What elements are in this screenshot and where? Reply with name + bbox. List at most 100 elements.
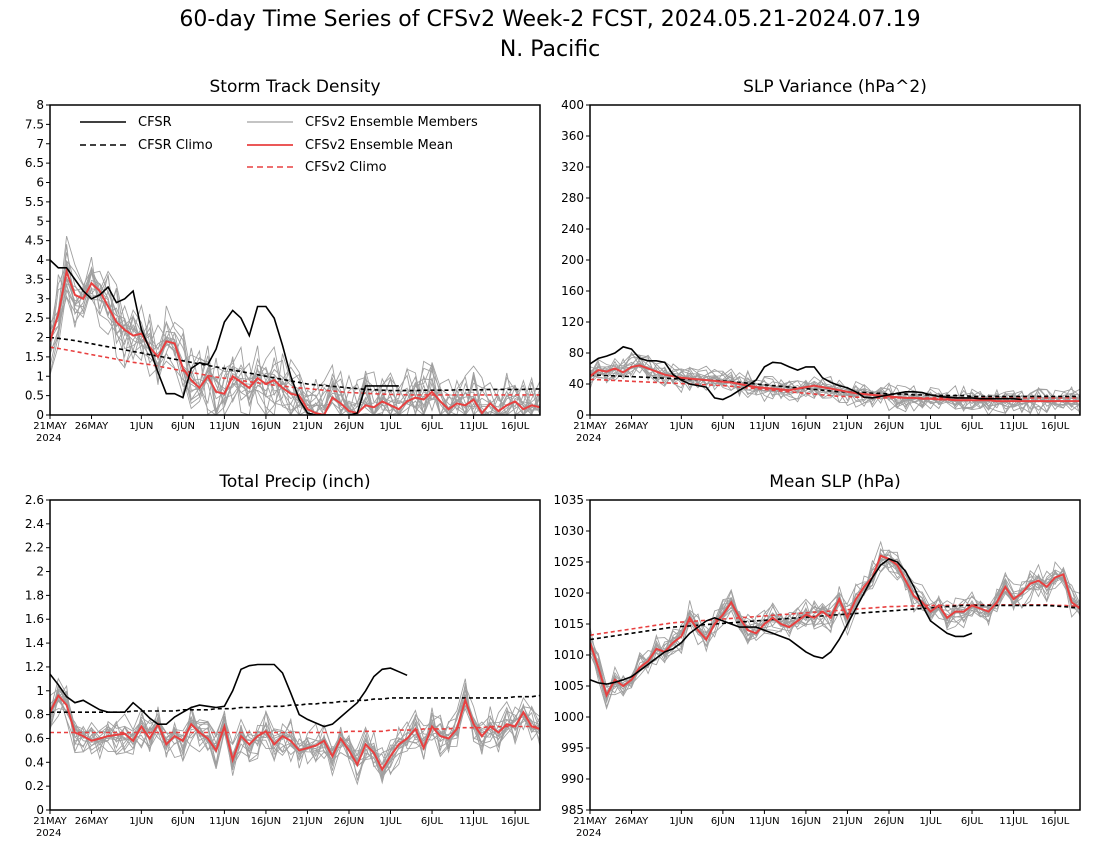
- y-tick-label: 2.4: [25, 517, 44, 531]
- y-tick-label: 1015: [553, 617, 584, 631]
- ensemble-member-line: [50, 270, 540, 415]
- chart-panel: Mean SLP (hPa) 985 990 995 1000 1005 1010 1015 1…: [553, 472, 1081, 839]
- cfsr-line: [590, 345, 1022, 401]
- x-tick-label: 6JUL: [961, 421, 984, 432]
- y-tick-label: 1.6: [25, 612, 44, 626]
- y-tick-label: 0.5: [25, 389, 44, 403]
- x-tick-label: 1JUL: [919, 816, 942, 827]
- chart-panel: SLP Variance (hPa^2) 0 40 80 120 160 200 240 280…: [561, 77, 1081, 444]
- chart-panel: Storm Track Density 0 0.5 1 1.5 2 2.5 3 3.5 4 4.5 5…: [25, 77, 541, 444]
- plot-area: [50, 235, 540, 415]
- y-tick-label: 0.6: [25, 731, 44, 745]
- chart-panel: Total Precip (inch) 0 0.2 0.4 0.6 0.8 1 1.2 1.4 1…: [25, 472, 541, 839]
- cfsr-line: [50, 259, 399, 415]
- y-tick-label: 240: [561, 222, 584, 236]
- x-tick-label: 16JUN: [251, 816, 281, 827]
- x-tick-label: 11JUN: [209, 421, 239, 432]
- y-tick-label: 990: [561, 772, 584, 786]
- x-tick-label: 11JUN: [749, 816, 779, 827]
- x-tick-label: 1JUN: [129, 816, 153, 827]
- ensemble-member-line: [50, 684, 540, 778]
- ensemble-member-line: [590, 363, 1080, 410]
- x-tick-label: 21JUN: [292, 816, 322, 827]
- x-tick-label: 16JUN: [251, 421, 281, 432]
- ensemble-mean-line: [50, 267, 540, 415]
- x-tick-label: 6JUN: [171, 421, 195, 432]
- ensemble-mean-line: [50, 693, 540, 772]
- y-tick-label: 1: [36, 684, 44, 698]
- y-tick-label: 995: [561, 741, 584, 755]
- x-tick-label: 21MAY: [573, 816, 607, 827]
- ensemble-member-line: [590, 549, 1080, 701]
- chart-title: SLP Variance (hPa^2): [743, 77, 927, 97]
- y-tick-label: 280: [561, 191, 584, 205]
- legend: CFSR CFSR Climo CFSv2 Ensemble Members CFSv…: [80, 115, 478, 175]
- x-tick-label: 6JUN: [711, 421, 735, 432]
- cfsr-line: [590, 557, 973, 685]
- x-tick-label: 26MAY: [75, 816, 109, 827]
- x-tick-label: 1JUL: [379, 816, 402, 827]
- x-year-label: 2024: [36, 433, 61, 444]
- figure-subtitle: N. Pacific: [500, 37, 600, 62]
- legend-cfsv2-climo-label: CFSv2 Climo: [305, 160, 387, 175]
- x-tick-label: 6JUL: [421, 421, 444, 432]
- ensemble-member-line: [50, 252, 540, 415]
- x-tick-label: 11JUL: [999, 421, 1028, 432]
- y-tick-label: 0: [36, 408, 44, 422]
- x-tick-label: 6JUN: [171, 816, 195, 827]
- plot-area: [590, 540, 1080, 711]
- ensemble-member-line: [50, 263, 540, 415]
- x-tick-label: 16JUL: [501, 816, 530, 827]
- y-tick-label: 1000: [553, 710, 584, 724]
- x-tick-label: 1JUN: [669, 421, 693, 432]
- ensemble-member-line: [590, 558, 1080, 696]
- legend-cfsr-label: CFSR: [138, 115, 172, 130]
- cfsv2-climo-line: [50, 725, 540, 734]
- y-tick-label: 3.5: [25, 272, 44, 286]
- chart-title: Mean SLP (hPa): [769, 472, 901, 492]
- x-tick-label: 26MAY: [615, 816, 649, 827]
- y-tick-label: 5.5: [25, 195, 44, 209]
- y-tick-label: 200: [561, 253, 584, 267]
- x-tick-label: 16JUL: [1041, 816, 1070, 827]
- x-tick-label: 16JUL: [501, 421, 530, 432]
- ensemble-member-line: [590, 558, 1080, 688]
- x-tick-label: 26MAY: [615, 421, 649, 432]
- x-tick-label: 11JUN: [209, 816, 239, 827]
- y-tick-label: 1020: [553, 586, 584, 600]
- y-tick-label: 160: [561, 284, 584, 298]
- ensemble-mean-line: [590, 364, 1080, 403]
- y-tick-label: 1025: [553, 555, 584, 569]
- ensemble-member-line: [590, 558, 1080, 694]
- x-tick-label: 6JUL: [961, 816, 984, 827]
- y-tick-label: 80: [569, 346, 584, 360]
- x-tick-label: 1JUL: [919, 421, 942, 432]
- x-tick-label: 11JUL: [999, 816, 1028, 827]
- ensemble-member-line: [50, 690, 540, 785]
- chart-title: Storm Track Density: [209, 77, 380, 97]
- y-tick-label: 1035: [553, 493, 584, 507]
- x-tick-label: 1JUN: [129, 421, 153, 432]
- cfsr-line: [50, 663, 408, 728]
- x-tick-label: 21JUN: [292, 421, 322, 432]
- y-tick-label: 985: [561, 803, 584, 817]
- y-tick-label: 0.8: [25, 708, 44, 722]
- y-tick-label: 1.4: [25, 636, 44, 650]
- y-tick-label: 1030: [553, 524, 584, 538]
- figure-title: 60-day Time Series of CFSv2 Week-2 FCST,…: [179, 7, 920, 32]
- y-tick-label: 8: [36, 98, 44, 112]
- x-tick-label: 21JUN: [832, 421, 862, 432]
- x-tick-label: 16JUL: [1041, 421, 1070, 432]
- x-tick-label: 21MAY: [573, 421, 607, 432]
- y-tick-label: 1.8: [25, 588, 44, 602]
- x-tick-label: 26JUN: [334, 816, 364, 827]
- y-tick-label: 0: [36, 803, 44, 817]
- ensemble-member-line: [590, 552, 1080, 691]
- y-tick-label: 1010: [553, 648, 584, 662]
- y-tick-label: 320: [561, 160, 584, 174]
- plot-area: [590, 345, 1080, 415]
- cfsr-climo-line: [50, 336, 540, 392]
- x-tick-label: 16JUN: [791, 421, 821, 432]
- y-tick-label: 7.5: [25, 117, 44, 131]
- x-tick-label: 21MAY: [33, 421, 67, 432]
